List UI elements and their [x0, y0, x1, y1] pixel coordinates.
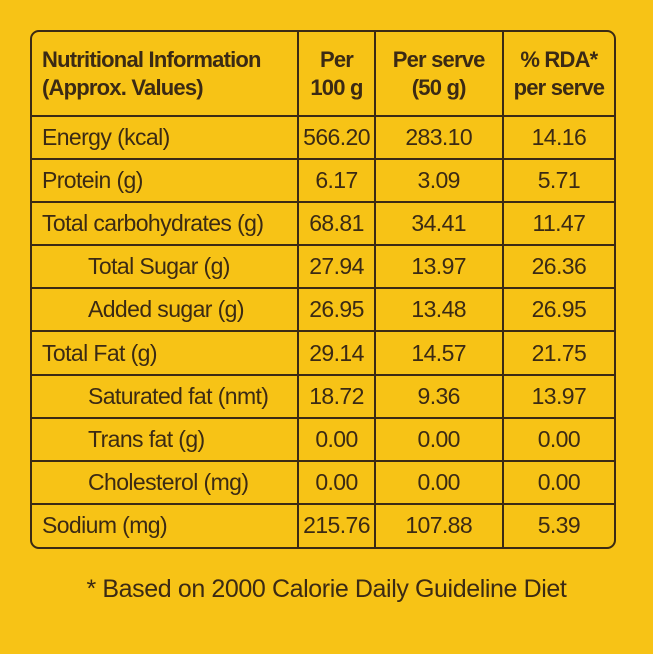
row-cholesterol: Cholesterol (mg) 0.00 0.00 0.00 [32, 459, 614, 505]
row-added-sugar: Added sugar (g) 26.95 13.48 26.95 [32, 287, 614, 333]
value-rda: 11.47 [501, 201, 614, 247]
value-per-serve: 0.00 [373, 416, 504, 462]
row-protein: Protein (g) 6.17 3.09 5.71 [32, 158, 614, 204]
value-rda: 0.00 [501, 416, 614, 462]
value-per-serve: 13.48 [373, 287, 504, 333]
nutrition-table: Nutritional Information (Approx. Values)… [32, 32, 614, 547]
value-per-100g: 68.81 [297, 201, 376, 247]
value-per-100g: 27.94 [297, 244, 376, 290]
row-energy: Energy (kcal) 566.20 283.10 14.16 [32, 114, 614, 161]
row-sodium: Sodium (mg) 215.76 107.88 5.39 [32, 502, 614, 547]
row-label: Total carbohydrates (g) [32, 201, 300, 247]
header-nutritional-information: Nutritional Information (Approx. Values) [32, 32, 300, 117]
value-per-serve: 107.88 [373, 502, 504, 547]
row-label: Saturated fat (nmt) [32, 373, 300, 419]
value-rda: 5.71 [501, 158, 614, 204]
row-label: Sodium (mg) [32, 502, 300, 547]
value-rda: 0.00 [501, 459, 614, 505]
row-total-sugar: Total Sugar (g) 27.94 13.97 26.36 [32, 244, 614, 290]
row-label: Trans fat (g) [32, 416, 300, 462]
nutrition-table-panel: Nutritional Information (Approx. Values)… [30, 30, 616, 549]
value-per-100g: 29.14 [297, 330, 376, 376]
value-rda: 21.75 [501, 330, 614, 376]
value-per-serve: 0.00 [373, 459, 504, 505]
header-row: Nutritional Information (Approx. Values)… [32, 32, 614, 117]
row-label: Total Fat (g) [32, 330, 300, 376]
value-per-100g: 566.20 [297, 114, 376, 161]
row-label: Cholesterol (mg) [32, 459, 300, 505]
value-per-100g: 26.95 [297, 287, 376, 333]
value-rda: 14.16 [501, 114, 614, 161]
value-per-100g: 6.17 [297, 158, 376, 204]
header-rda-per-serve: % RDA* per serve [501, 32, 614, 117]
row-saturated-fat: Saturated fat (nmt) 18.72 9.36 13.97 [32, 373, 614, 419]
value-rda: 26.95 [501, 287, 614, 333]
row-label: Energy (kcal) [32, 114, 300, 161]
row-label: Protein (g) [32, 158, 300, 204]
row-label: Total Sugar (g) [32, 244, 300, 290]
value-per-serve: 34.41 [373, 201, 504, 247]
value-per-serve: 3.09 [373, 158, 504, 204]
header-per-serve: Per serve (50 g) [373, 32, 504, 117]
row-total-fat: Total Fat (g) 29.14 14.57 21.75 [32, 330, 614, 376]
value-per-100g: 215.76 [297, 502, 376, 547]
value-per-serve: 9.36 [373, 373, 504, 419]
row-label: Added sugar (g) [32, 287, 300, 333]
value-rda: 13.97 [501, 373, 614, 419]
value-per-serve: 283.10 [373, 114, 504, 161]
row-total-carbohydrates: Total carbohydrates (g) 68.81 34.41 11.4… [32, 201, 614, 247]
header-per-100g: Per 100 g [297, 32, 376, 117]
value-rda: 26.36 [501, 244, 614, 290]
value-per-100g: 18.72 [297, 373, 376, 419]
value-per-serve: 13.97 [373, 244, 504, 290]
row-trans-fat: Trans fat (g) 0.00 0.00 0.00 [32, 416, 614, 462]
value-rda: 5.39 [501, 502, 614, 547]
footnote: * Based on 2000 Calorie Daily Guideline … [86, 575, 567, 603]
value-per-100g: 0.00 [297, 416, 376, 462]
value-per-serve: 14.57 [373, 330, 504, 376]
value-per-100g: 0.00 [297, 459, 376, 505]
